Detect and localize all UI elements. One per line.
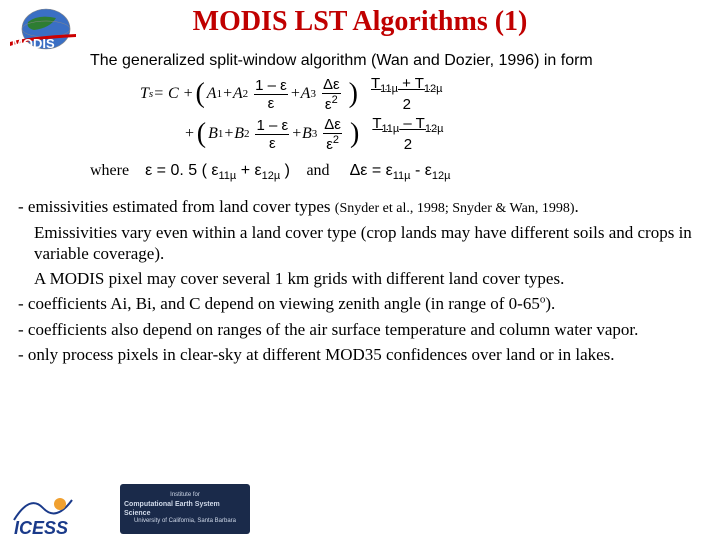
institute-logo: Institute for Computational Earth System… [120, 484, 250, 534]
split-window-formula: Ts = C + ( A1 + A2 1 – ε ε + A3 Δε ε2 ) … [140, 76, 720, 152]
where-definitions: where ε = 0. 5 ( ε11µ + ε12µ ) and Δε = … [90, 162, 720, 182]
body-text: - emissivities estimated from land cover… [18, 196, 702, 365]
modis-logo: MODIS [8, 4, 78, 60]
icess-logo: ICESS [8, 486, 78, 536]
slide-title: MODIS LST Algorithms (1) [0, 0, 720, 38]
icess-logo-text: ICESS [14, 518, 68, 536]
modis-logo-text: MODIS [12, 36, 55, 51]
algorithm-intro: The generalized split-window algorithm (… [90, 52, 720, 70]
